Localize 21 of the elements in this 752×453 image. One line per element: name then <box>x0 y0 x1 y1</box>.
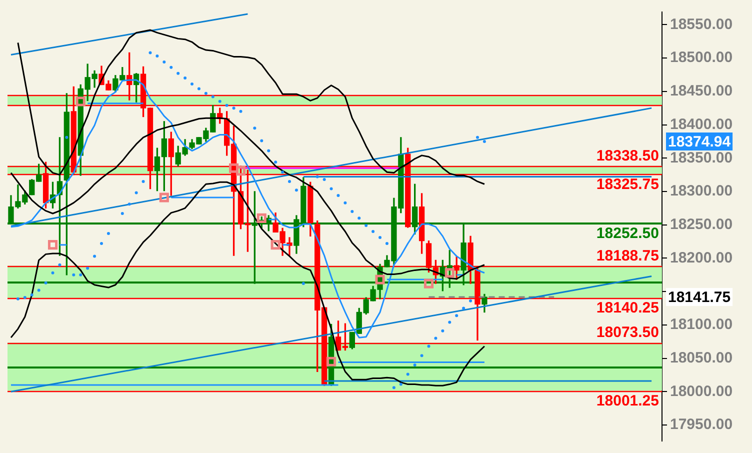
ref-line-label: 18252.50 <box>596 224 659 242</box>
y-tick-label: 18350.00 <box>670 149 733 166</box>
text: 18141.75 <box>668 289 731 306</box>
y-tick-label: 18100.00 <box>670 316 733 334</box>
ref-line-label: 18325.75 <box>596 176 659 193</box>
y-tick-label: 18250.00 <box>670 216 733 233</box>
y-tick-label: 18050.00 <box>670 349 733 366</box>
y-tick-label: 18450.00 <box>670 82 733 100</box>
y-tick-label: 18400.00 <box>670 116 733 133</box>
y-tick-label: 18200.00 <box>670 249 733 266</box>
y-tick-label: 18500.00 <box>670 49 733 66</box>
ref-line-label: 18338.50 <box>596 147 659 164</box>
ref-line-label: 18188.75 <box>596 247 659 264</box>
ref-line-label: 18073.50 <box>596 324 659 342</box>
y-tick-label: 18000.00 <box>670 382 733 400</box>
ref-line-label: 18140.25 <box>596 300 659 317</box>
ref-line-label: 18001.25 <box>596 392 659 410</box>
y-tick-label: 18550.00 <box>670 16 733 33</box>
y-tick-label: 17950.00 <box>670 416 733 434</box>
text: 18374.94 <box>668 134 732 151</box>
y-tick-label: 18300.00 <box>670 182 733 200</box>
